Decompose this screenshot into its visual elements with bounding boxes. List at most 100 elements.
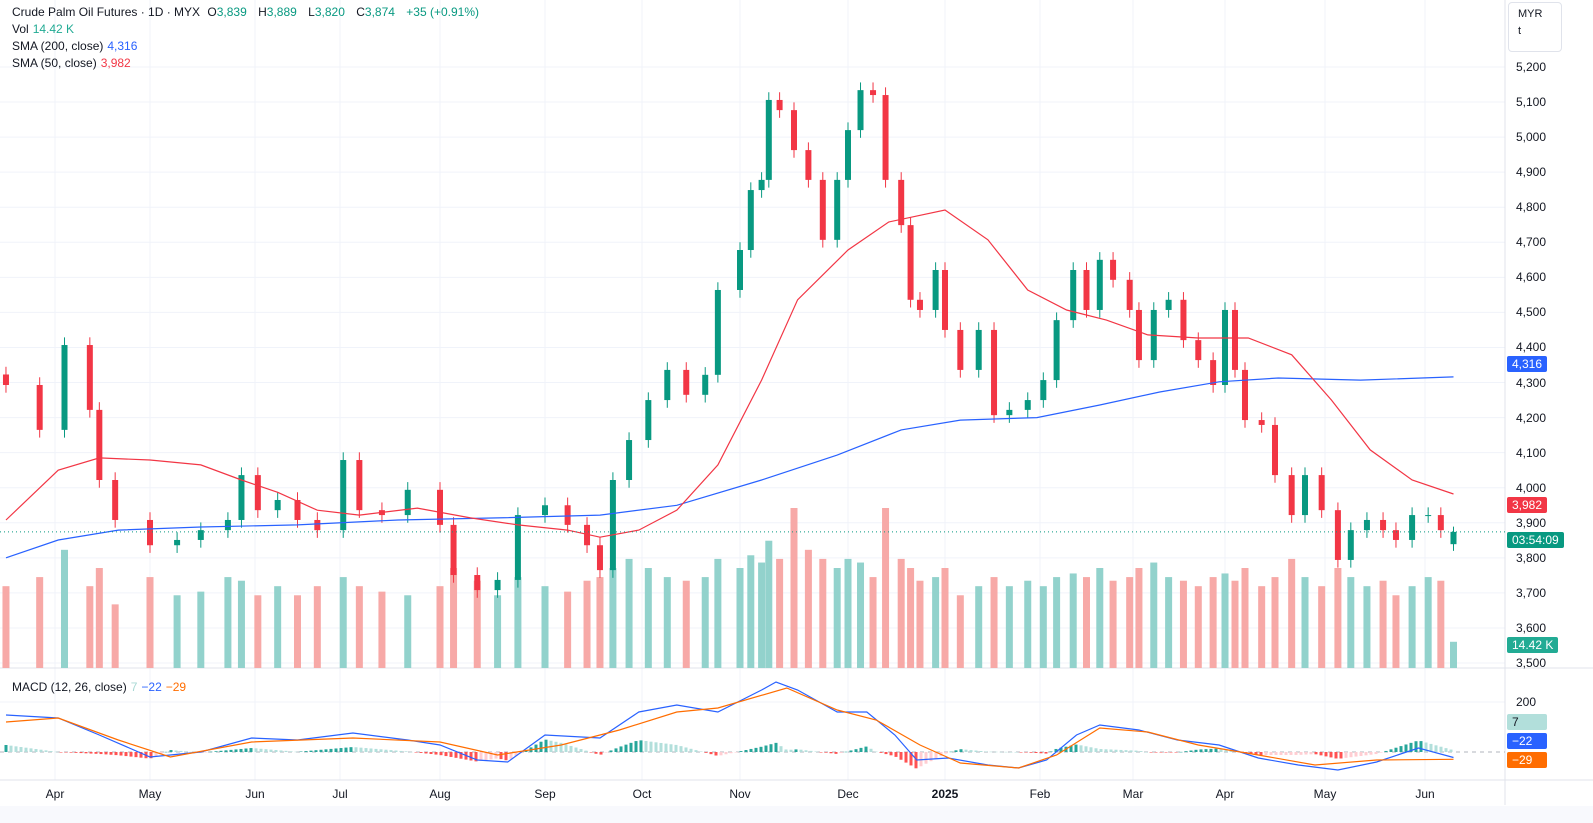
macd-histogram-bar — [554, 741, 558, 752]
volume-value: 14.42 K — [32, 22, 75, 36]
macd-signal-line — [5, 687, 1454, 769]
macd-histogram-bar — [1369, 752, 1373, 755]
macd-histogram-bar — [1254, 752, 1258, 755]
macd-histogram-bar — [1299, 752, 1303, 755]
macd-histogram-bar — [1199, 749, 1203, 752]
candle-body — [1288, 475, 1295, 516]
macd-histogram-bar — [84, 752, 88, 754]
sma50-line — [5, 209, 1454, 538]
price-tick-label: 3,700 — [1516, 585, 1547, 600]
macd-histogram-bar — [1004, 751, 1008, 753]
macd-histogram-bar — [744, 750, 748, 752]
macd-histogram-bar — [1289, 752, 1293, 755]
volume-bar — [1301, 577, 1309, 668]
macd-histogram-bar — [294, 751, 298, 753]
macd-histogram-bar — [1109, 749, 1113, 752]
volume-bar — [701, 577, 709, 668]
volume-bar — [1408, 586, 1416, 668]
sma50-legend[interactable]: SMA (50, close) 3,982 — [12, 55, 135, 71]
time-tick-label: Sep — [534, 787, 556, 801]
macd-histogram-bar — [374, 748, 378, 752]
macd-histogram-bar — [1229, 750, 1233, 752]
macd-histogram-bar — [684, 747, 688, 752]
high-value: H3,889 — [258, 5, 301, 19]
macd-histogram-bar — [974, 750, 978, 752]
bottom-toolbar — [0, 806, 1593, 823]
macd-histogram-bar — [314, 750, 318, 752]
macd-histogram-bar — [574, 747, 578, 752]
macd-histogram-bar — [844, 751, 848, 753]
macd-histogram-bar — [949, 751, 953, 753]
volume-legend[interactable]: Vol 14.42 K — [12, 21, 78, 37]
macd-histogram-bar — [799, 749, 803, 752]
macd-histogram-bar — [749, 748, 753, 752]
macd-signal-value: −29 — [165, 680, 187, 694]
volume-bar — [1450, 641, 1457, 668]
candle-body — [907, 225, 914, 300]
macd-histogram-bar — [704, 752, 708, 753]
macd-histogram-bar — [319, 749, 323, 752]
macd-histogram-bar — [1424, 742, 1428, 752]
volume-bar — [990, 577, 998, 668]
candle-body — [437, 489, 443, 525]
volume-bar — [1194, 586, 1202, 668]
macd-histogram-bar — [1194, 749, 1198, 752]
macd-histogram-bar — [59, 752, 63, 753]
macd-histogram-bar — [74, 752, 78, 753]
macd-histogram-bar — [1394, 747, 1398, 752]
macd-histogram-bar — [1214, 748, 1218, 752]
macd-histogram-bar — [1089, 747, 1093, 752]
volume-bar — [975, 586, 983, 668]
volume-bar — [882, 508, 890, 668]
macd-histogram-bar — [434, 752, 438, 755]
macd-histogram-bar — [269, 749, 273, 752]
macd-histogram-bar — [1159, 752, 1163, 753]
candle-body — [1302, 475, 1308, 516]
macd-histogram-bar — [929, 752, 933, 762]
macd-histogram-bar — [1054, 748, 1058, 752]
currency-unit-button[interactable]: MYR t — [1508, 2, 1562, 52]
macd-histogram-bar — [1189, 750, 1193, 752]
macd-histogram-bar — [1119, 749, 1123, 752]
volume-bar — [1053, 577, 1061, 668]
macd-histogram-bar — [99, 752, 103, 755]
candle-body — [1334, 510, 1341, 560]
macd-histogram-bar — [1444, 748, 1448, 752]
macd-histogram-bar — [64, 752, 68, 753]
macd-histogram-bar — [1404, 744, 1408, 752]
price-tick-label: 4,100 — [1516, 445, 1547, 460]
macd-histogram-bar — [364, 748, 368, 752]
macd-histogram-bar — [1104, 749, 1108, 752]
macd-histogram-bar — [209, 751, 213, 753]
macd-legend[interactable]: MACD (12, 26, close) 7 −22 −29 — [12, 679, 190, 695]
volume-bar — [355, 586, 363, 668]
volume-bar — [758, 562, 766, 668]
close-number: 3,874 — [364, 5, 395, 19]
candle-body — [626, 440, 633, 481]
macd-histogram-bar — [764, 745, 768, 752]
volume-bar — [1135, 568, 1143, 668]
candle-body — [1392, 530, 1399, 540]
volume-bar — [1069, 573, 1077, 668]
macd-hist-badge: 7 — [1507, 714, 1547, 730]
volume-bar — [941, 568, 949, 668]
macd-histogram-bar — [794, 749, 798, 752]
macd-badge: −22 — [1507, 733, 1547, 749]
macd-histogram-bar — [1314, 752, 1318, 755]
macd-histogram-bar — [484, 752, 488, 761]
time-tick-label: Jun — [1415, 787, 1435, 801]
macd-histogram-bar — [544, 739, 548, 752]
volume-bar — [313, 586, 321, 668]
sma200-legend[interactable]: SMA (200, close) 4,316 — [12, 38, 141, 54]
candle-body — [791, 110, 797, 151]
macd-histogram-bar — [1184, 751, 1188, 752]
candle-body — [870, 90, 877, 96]
macd-histogram-bar — [534, 744, 538, 752]
time-tick-label: Dec — [837, 787, 859, 801]
volume-bar — [1424, 577, 1432, 668]
volume-bar — [173, 595, 181, 668]
macd-histogram-bar — [904, 752, 908, 763]
candle-body — [1210, 360, 1217, 385]
price-tick-label: 4,900 — [1516, 165, 1547, 180]
